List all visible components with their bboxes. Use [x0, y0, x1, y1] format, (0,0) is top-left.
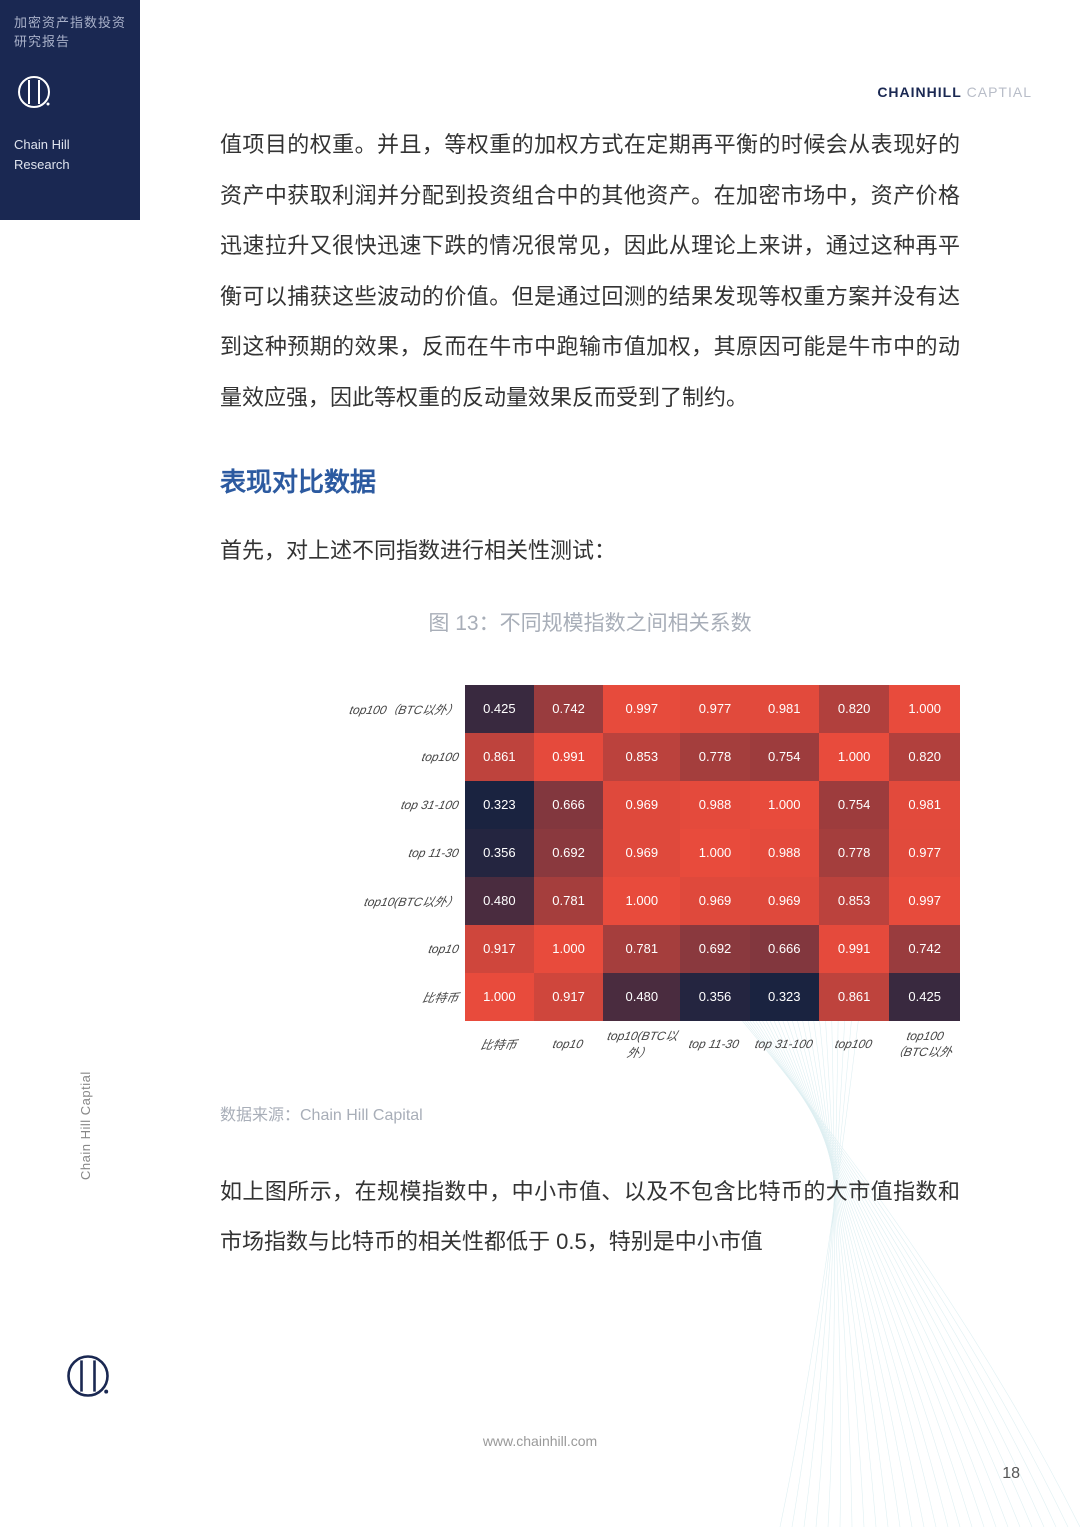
heatmap-cell: 0.692 [534, 829, 603, 877]
heatmap-cell: 0.480 [465, 877, 534, 925]
figure-caption: 图 13：不同规模指数之间相关系数 [220, 607, 960, 637]
heatmap-xlabel: top 11-30 [676, 1021, 754, 1061]
heatmap-cell: 0.861 [819, 973, 890, 1021]
heatmap-ylabel: top100 [345, 733, 470, 781]
heatmap-chart: top100（BTC以外）0.4250.7420.9970.9770.9810.… [210, 685, 960, 1061]
heatmap-cell: 0.988 [680, 781, 749, 829]
heatmap-xlabel: top10 [530, 1021, 608, 1061]
heatmap-cell: 0.778 [819, 829, 890, 877]
paragraph-2: 如上图所示，在规模指数中，中小市值、以及不包含比特币的大市值指数和市场指数与比特… [220, 1167, 960, 1268]
intro-line: 首先，对上述不同指数进行相关性测试： [220, 533, 960, 565]
heatmap-xlabel: top100（BTC以外 [885, 1021, 964, 1061]
heatmap-cell: 0.969 [603, 829, 680, 877]
heatmap-cell: 0.977 [889, 829, 960, 877]
section-heading: 表现对比数据 [220, 462, 960, 499]
heatmap-ylabel: top10(BTC以外） [345, 877, 470, 925]
heatmap-cell: 0.820 [819, 685, 890, 733]
heatmap-cell: 0.977 [680, 685, 749, 733]
data-source: 数据来源：Chain Hill Capital [220, 1101, 960, 1125]
heatmap-cell: 0.820 [889, 733, 960, 781]
heatmap-cell: 0.969 [603, 781, 680, 829]
brand-header: CHAINHILL CAPTIAL [877, 84, 1032, 100]
heatmap-ylabel: 比特币 [345, 973, 470, 1021]
heatmap-ylabel: top 11-30 [345, 829, 470, 877]
heatmap-xlabel: top 31-100 [745, 1021, 823, 1061]
sidebar-panel: 加密资产指数投资研究报告 Chain Hill Research [0, 0, 140, 220]
heatmap-cell: 0.356 [680, 973, 749, 1021]
footer-url: www.chainhill.com [0, 1433, 1080, 1449]
heatmap-cell: 0.666 [534, 781, 603, 829]
heatmap-cell: 0.742 [889, 925, 960, 973]
heatmap-ylabel: top10 [345, 925, 470, 973]
paragraph-1: 值项目的权重。并且，等权重的加权方式在定期再平衡的时候会从表现好的资产中获取利润… [220, 120, 960, 424]
heatmap-cell: 0.917 [465, 925, 534, 973]
logo-icon [14, 72, 126, 117]
heatmap-cell: 1.000 [819, 733, 890, 781]
heatmap-cell: 0.988 [750, 829, 819, 877]
heatmap-cell: 0.778 [680, 733, 749, 781]
bottom-logo-icon [62, 1350, 114, 1407]
heatmap-cell: 0.781 [534, 877, 603, 925]
page-number: 18 [1002, 1465, 1020, 1483]
heatmap-cell: 0.853 [603, 733, 680, 781]
heatmap-xlabel: top100 [815, 1021, 894, 1061]
heatmap-cell: 1.000 [465, 973, 534, 1021]
heatmap-xlabel: 比特币 [460, 1021, 538, 1061]
heatmap-cell: 0.480 [603, 973, 680, 1021]
heatmap-cell: 0.323 [465, 781, 534, 829]
heatmap-cell: 0.991 [534, 733, 603, 781]
heatmap-cell: 1.000 [680, 829, 749, 877]
heatmap-cell: 0.754 [750, 733, 819, 781]
heatmap-cell: 0.781 [603, 925, 680, 973]
heatmap-cell: 0.356 [465, 829, 534, 877]
heatmap-cell: 0.991 [819, 925, 890, 973]
main-content: 值项目的权重。并且，等权重的加权方式在定期再平衡的时候会从表现好的资产中获取利润… [220, 120, 960, 1268]
heatmap-cell: 0.997 [603, 685, 680, 733]
heatmap-cell: 0.997 [889, 877, 960, 925]
heatmap-cell: 1.000 [750, 781, 819, 829]
heatmap-ylabel: top 31-100 [345, 781, 470, 829]
heatmap-cell: 0.666 [750, 925, 819, 973]
report-title: 加密资产指数投资研究报告 [14, 12, 126, 50]
heatmap-cell: 0.754 [819, 781, 890, 829]
heatmap-cell: 0.861 [465, 733, 534, 781]
heatmap-cell: 0.425 [889, 973, 960, 1021]
vertical-brand: Chain Hill Captial [78, 1071, 93, 1180]
heatmap-cell: 0.692 [680, 925, 749, 973]
heatmap-cell: 0.853 [819, 877, 890, 925]
heatmap-cell: 0.742 [534, 685, 603, 733]
heatmap-ylabel: top100（BTC以外） [345, 685, 470, 733]
heatmap-xlabel: top10(BTC以外） [599, 1021, 685, 1061]
heatmap-cell: 0.323 [750, 973, 819, 1021]
heatmap-cell: 0.917 [534, 973, 603, 1021]
heatmap-cell: 1.000 [603, 877, 680, 925]
heatmap-cell: 1.000 [889, 685, 960, 733]
heatmap-cell: 0.981 [750, 685, 819, 733]
heatmap-cell: 0.425 [465, 685, 534, 733]
heatmap-cell: 0.969 [680, 877, 749, 925]
heatmap-cell: 1.000 [534, 925, 603, 973]
heatmap-table: top100（BTC以外）0.4250.7420.9970.9770.9810.… [350, 685, 960, 1061]
heatmap-cell: 0.969 [750, 877, 819, 925]
sidebar-brand: Chain Hill Research [14, 135, 126, 174]
heatmap-cell: 0.981 [889, 781, 960, 829]
